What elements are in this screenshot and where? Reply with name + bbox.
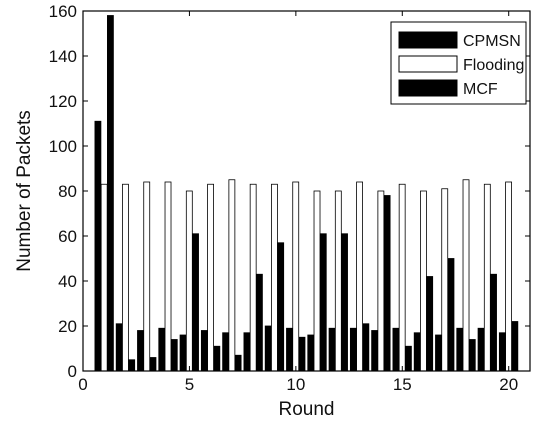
bar-mcf-round-3 xyxy=(149,357,157,372)
bar-flooding-round-9 xyxy=(271,183,278,372)
bar-flooding-round-3 xyxy=(143,181,151,372)
bar-mcf-round-9 xyxy=(277,242,285,372)
bar-flooding-round-10 xyxy=(292,181,300,372)
y-tick-label: 80 xyxy=(58,182,77,201)
bar-mcf-round-2 xyxy=(128,359,136,372)
bar-cpmsn-round-20 xyxy=(498,332,506,372)
bar-mcf-round-8 xyxy=(256,273,263,372)
bar-flooding-round-5 xyxy=(185,190,193,372)
bar-mcf-round-5 xyxy=(192,233,199,372)
bar-mcf-round-1 xyxy=(107,15,114,372)
y-tick-label: 40 xyxy=(58,272,77,291)
x-tick-label: 15 xyxy=(393,375,412,394)
bar-mcf-round-11 xyxy=(319,233,327,372)
bar-cpmsn-round-19 xyxy=(477,327,485,372)
bar-mcf-round-13 xyxy=(362,323,370,372)
bar-flooding-round-20 xyxy=(505,181,512,372)
bar-cpmsn-round-11 xyxy=(307,334,315,372)
bar-mcf-round-18 xyxy=(468,339,476,372)
bar-cpmsn-round-9 xyxy=(264,325,272,372)
legend-label-flooding: Flooding xyxy=(463,57,524,74)
x-tick-label: 10 xyxy=(286,375,305,394)
bar-cpmsn-round-4 xyxy=(158,327,166,372)
bar-mcf-round-19 xyxy=(490,273,497,372)
y-axis: 0 20 40 60 80 100 120 140 160 xyxy=(49,2,530,381)
y-axis-label: Number of Packets xyxy=(14,110,35,272)
bar-flooding-round-18 xyxy=(462,179,470,372)
bar-flooding-round-15 xyxy=(398,183,406,372)
bar-mcf-round-6 xyxy=(213,345,221,372)
bar-flooding-round-8 xyxy=(249,183,257,372)
bar-cpmsn-round-3 xyxy=(137,330,144,372)
y-tick-label: 120 xyxy=(49,92,77,111)
x-tick-label: 5 xyxy=(185,375,194,394)
bars-layer xyxy=(94,15,519,372)
legend-swatch-flooding xyxy=(398,55,458,73)
bar-cpmsn-round-17 xyxy=(435,334,442,372)
bar-cpmsn-round-6 xyxy=(200,330,208,372)
bar-flooding-round-14 xyxy=(377,190,385,372)
bar-flooding-round-1 xyxy=(100,183,108,372)
bar-flooding-round-6 xyxy=(207,183,214,372)
bar-mcf-round-10 xyxy=(298,336,306,372)
bar-cpmsn-round-1 xyxy=(94,120,102,372)
x-axis-label: Round xyxy=(279,399,335,420)
bar-mcf-round-12 xyxy=(341,233,348,372)
bar-cpmsn-round-16 xyxy=(413,332,421,372)
bar-flooding-round-4 xyxy=(164,181,172,372)
bar-mcf-round-15 xyxy=(405,345,412,372)
y-tick-label: 20 xyxy=(58,317,77,336)
bar-cpmsn-round-5 xyxy=(179,334,187,372)
legend-label-mcf: MCF xyxy=(463,81,498,98)
bar-cpmsn-round-7 xyxy=(222,332,230,372)
bar-cpmsn-round-10 xyxy=(286,327,293,372)
y-tick-label: 140 xyxy=(49,47,77,66)
legend-swatch-mcf xyxy=(398,79,458,97)
legend-label-cpmsn: CPMSN xyxy=(463,33,521,50)
bar-flooding-round-17 xyxy=(441,188,449,372)
bar-mcf-round-4 xyxy=(170,339,178,372)
bar-flooding-round-12 xyxy=(334,190,342,372)
bar-mcf-round-14 xyxy=(383,195,391,372)
bar-flooding-round-2 xyxy=(122,183,129,372)
bar-mcf-round-20 xyxy=(511,321,519,372)
bar-mcf-round-7 xyxy=(234,354,242,372)
bar-flooding-round-16 xyxy=(420,190,427,372)
y-tick-label: 60 xyxy=(58,227,77,246)
legend-swatch-cpmsn xyxy=(398,31,458,49)
bar-cpmsn-round-8 xyxy=(243,332,251,372)
bar-flooding-round-13 xyxy=(356,181,363,372)
y-tick-label: 160 xyxy=(49,2,77,21)
bar-cpmsn-round-15 xyxy=(392,327,400,372)
x-tick-label: 20 xyxy=(499,375,518,394)
bar-mcf-round-17 xyxy=(447,258,455,372)
x-axis: 0 5 10 15 20 xyxy=(78,11,518,394)
legend: CPMSN Flooding MCF xyxy=(390,21,527,105)
y-tick-label: 100 xyxy=(49,137,77,156)
bar-cpmsn-round-13 xyxy=(349,327,357,372)
y-tick-label: 0 xyxy=(68,362,77,381)
bar-cpmsn-round-12 xyxy=(328,327,336,372)
bar-flooding-round-19 xyxy=(483,183,491,372)
bar-mcf-round-16 xyxy=(426,276,434,372)
bar-cpmsn-round-14 xyxy=(371,330,379,372)
bar-cpmsn-round-2 xyxy=(115,323,123,372)
bar-flooding-round-11 xyxy=(313,190,321,372)
x-tick-label: 0 xyxy=(78,375,87,394)
bar-flooding-round-7 xyxy=(228,179,236,372)
bar-cpmsn-round-18 xyxy=(456,327,464,372)
